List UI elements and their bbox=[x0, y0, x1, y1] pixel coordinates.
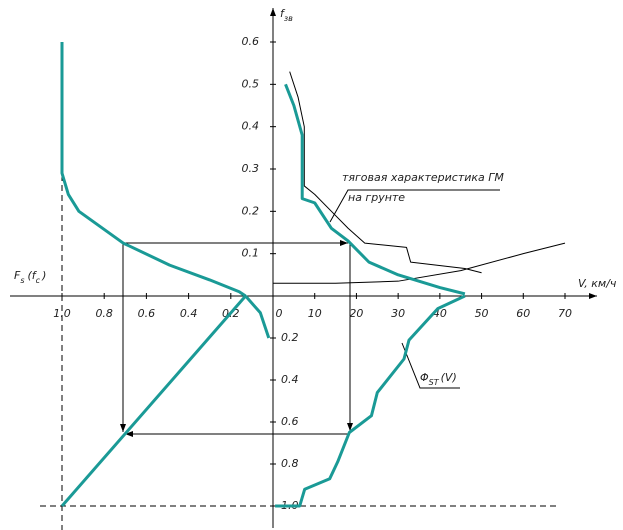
tick-label: 70 bbox=[558, 307, 572, 320]
leader-line bbox=[329, 189, 500, 223]
curve bbox=[60, 295, 247, 507]
tick-label: 30 bbox=[391, 307, 405, 320]
tick-label: 0.2 bbox=[281, 331, 299, 344]
tick-label: 0.5 bbox=[242, 77, 260, 90]
curve bbox=[244, 295, 271, 339]
curve bbox=[275, 294, 466, 508]
tick-label: 10 bbox=[308, 307, 322, 320]
curve-label: ΦST (V) bbox=[420, 371, 457, 387]
left-axis-label: Fs (fc) bbox=[14, 269, 46, 285]
tick-label: 0.4 bbox=[180, 307, 198, 320]
tick-label: 50 bbox=[475, 307, 489, 320]
leader-line bbox=[401, 342, 460, 389]
curve bbox=[60, 42, 247, 298]
tick-label: 0.6 bbox=[138, 307, 156, 320]
tick-label: 0.4 bbox=[281, 373, 299, 386]
right-axis-label: V, км/ч bbox=[578, 277, 617, 290]
up-axis-label: fзв bbox=[280, 7, 293, 23]
tick-label: 0.3 bbox=[242, 162, 260, 175]
curve bbox=[289, 71, 482, 274]
tick-label: 0.8 bbox=[281, 457, 299, 470]
annotation: на грунте bbox=[348, 191, 405, 204]
tick-label: 1.0 bbox=[53, 307, 71, 320]
tick-label: 0 bbox=[276, 307, 283, 320]
construction-lines bbox=[120, 189, 500, 437]
tick-label: 0.6 bbox=[281, 415, 299, 428]
tick-label: 0.4 bbox=[242, 120, 260, 133]
curve bbox=[273, 242, 566, 284]
tick-label: 0.1 bbox=[242, 247, 260, 260]
tick-label: 0.6 bbox=[242, 35, 260, 48]
annotation: тяговая характеристика ГМ bbox=[342, 171, 504, 184]
tick-label: 60 bbox=[516, 307, 530, 320]
tick-label: 0.8 bbox=[95, 307, 113, 320]
tick-label: 20 bbox=[349, 307, 363, 320]
curve bbox=[284, 83, 466, 296]
tick-label: 0.2 bbox=[242, 204, 260, 217]
